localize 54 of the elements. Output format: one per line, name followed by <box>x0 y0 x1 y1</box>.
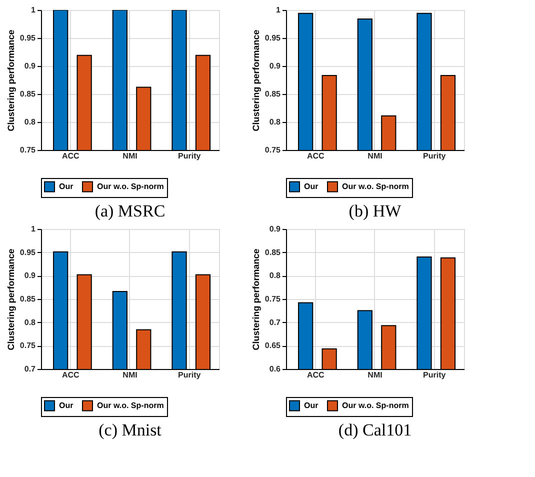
y-tick-label: 0.95 <box>20 248 36 257</box>
y-tick-label: 1 <box>276 6 282 14</box>
legend-label: Our w.o. Sp-norm <box>342 400 409 410</box>
legend-label: Our <box>59 400 74 410</box>
y-tick-label: 1 <box>31 224 36 234</box>
y-tick-label: 0.9 <box>24 271 36 280</box>
y-tick-label: 0.95 <box>264 34 282 42</box>
x-tick-label: ACC <box>62 152 80 160</box>
text: (a) MSRC <box>94 202 166 220</box>
y-tick-label: 0.6 <box>269 364 282 374</box>
x-tick-label: NMI <box>368 370 382 380</box>
y-tick-label: 0.75 <box>20 146 36 154</box>
y-tick-label: 0.95 <box>20 34 36 42</box>
x-tick-label: NMI <box>122 152 138 160</box>
y-tick-label: 0.9 <box>24 62 36 70</box>
y-axis-title: Clustering performance <box>6 30 16 132</box>
text: (b) HW <box>348 202 402 220</box>
y-tick-label: 0.8 <box>24 118 36 126</box>
x-tick-label: ACC <box>306 370 325 380</box>
text: (c) Mnist <box>98 420 162 440</box>
x-tick-label: Purity <box>178 370 202 380</box>
y-tick-label: 0.85 <box>20 90 36 98</box>
x-tick-label: NMI <box>368 152 382 160</box>
y-tick-label: 1 <box>31 6 36 14</box>
y-tick-label: 0.8 <box>269 118 282 126</box>
x-tick-label: Purity <box>178 152 202 160</box>
legend-label: Our <box>304 182 318 191</box>
legend-label: Our <box>304 400 318 410</box>
x-tick-label: Purity <box>422 152 446 160</box>
y-tick-label: 0.85 <box>264 90 282 98</box>
x-tick-label: ACC <box>62 370 80 380</box>
y-tick-label: 0.75 <box>264 146 282 154</box>
y-axis-title: Clustering performance <box>250 30 261 132</box>
text: (d) Cal101 <box>338 420 412 440</box>
legend-label: Our <box>59 182 74 191</box>
y-axis-title: Clustering performance <box>6 248 16 350</box>
y-tick-label: 0.65 <box>264 341 282 350</box>
y-tick-label: 0.9 <box>269 62 282 70</box>
x-tick-label: ACC <box>306 152 325 160</box>
legend-label: Our w.o. Sp-norm <box>342 182 409 191</box>
legend-label: Our w.o. Sp-norm <box>97 182 164 191</box>
x-tick-label: Purity <box>422 370 446 380</box>
y-tick-label: 0.75 <box>20 341 36 350</box>
y-tick-label: 0.7 <box>24 364 36 374</box>
y-tick-label: 0.9 <box>269 224 282 234</box>
y-axis-title: Clustering performance <box>250 248 261 350</box>
y-tick-label: 0.8 <box>269 271 282 280</box>
x-tick-label: NMI <box>122 370 138 380</box>
y-tick-label: 0.75 <box>264 294 282 304</box>
y-tick-label: 0.85 <box>264 248 282 257</box>
legend-label: Our w.o. Sp-norm <box>97 400 164 410</box>
y-tick-label: 0.85 <box>20 294 36 304</box>
y-tick-label: 0.7 <box>269 318 282 327</box>
y-tick-label: 0.8 <box>24 318 36 327</box>
